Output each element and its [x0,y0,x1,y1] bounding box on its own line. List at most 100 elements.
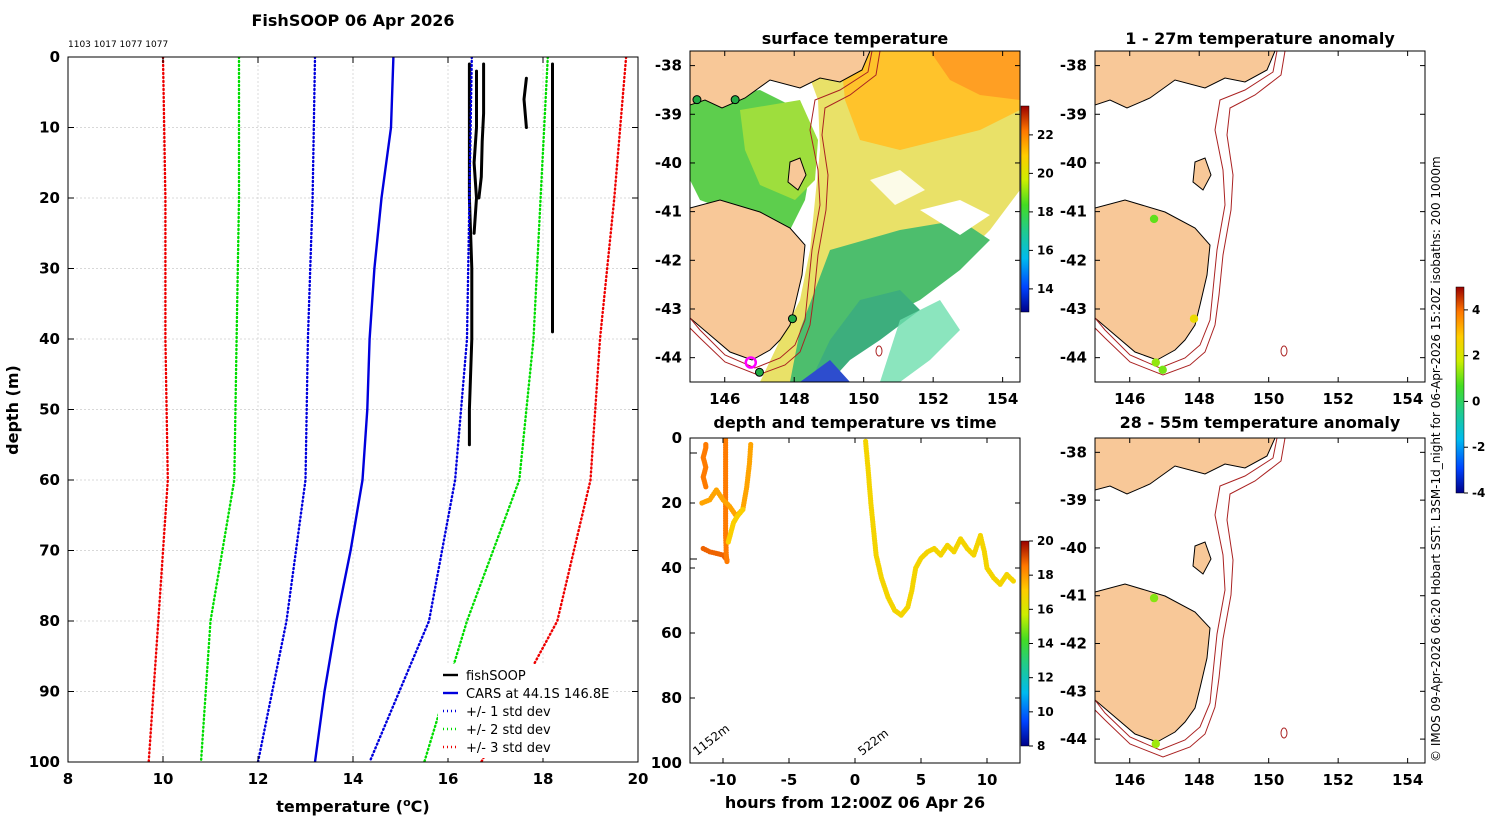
profile-annotation: 1103 1017 1077 1077 [68,40,168,50]
colorbar-tick-label: 16 [1037,243,1054,257]
profile-ticks: 8 10 12 14 16 18 20 0 10 20 30 40 50 60 70 80 90 100 [29,48,649,788]
y-tick-label: -38 [1060,57,1087,75]
profile-ylabel: depth (m) [3,365,22,455]
colorbar-tick-label: 4 [1472,303,1480,317]
x-tick-label: 10 [153,770,174,788]
colorbar-tick-label: 10 [1037,705,1054,719]
colorbar-tick-label: 18 [1037,568,1054,582]
x-tick-label: -5 [781,771,798,789]
x-tick-label: 150 [848,390,879,408]
y-tick-label: -44 [655,349,682,367]
sst-marker [692,95,702,105]
y-tick-label: 80 [661,689,682,707]
anomaly-marker [1151,358,1160,367]
series-line--1-std-dev [256,57,317,762]
y-tick-label: -41 [1060,587,1087,605]
isobaths-shallow [1095,51,1288,376]
sst-marker [787,314,797,324]
y-tick-label: -40 [1060,154,1087,172]
depth-time-title: depth and temperature vs time [713,413,996,432]
y-tick-label: 70 [39,542,60,560]
depth-time-point [1010,578,1017,584]
x-tick-label: 10 [977,771,998,789]
x-tick-label: 8 [63,770,73,788]
anomaly-map-deep: 146 148 150 152 154 -38 -39 -40 -41 -42 -43 -44 28 … [1060,413,1426,789]
y-tick-label: 20 [39,189,60,207]
y-tick-label: 50 [39,401,60,419]
isobaths-deep [1095,438,1288,758]
legend-label: fishSOOP [466,669,526,684]
profile-legend: fishSOOP CARS at 44.1S 146.8E +/- 1 std de… [438,664,613,758]
y-tick-label: -40 [1060,539,1087,557]
legend-label: +/- 1 std dev [466,705,551,720]
anomaly-colorbar-ticks: -4 -2 0 2 4 [1464,303,1485,500]
series-line--2-std-dev [199,57,241,762]
x-tick-label: -10 [709,771,736,789]
y-tick-label: -40 [655,154,682,172]
x-tick-label: 16 [438,770,459,788]
colorbar-tick-label: 16 [1037,602,1054,616]
depth-time-point [703,484,709,490]
y-tick-label: -43 [1060,682,1087,700]
y-tick-label: -44 [1060,349,1087,367]
y-tick-label: -39 [1060,491,1087,509]
x-tick-label: 154 [1392,771,1423,789]
series-line-segment [368,57,473,762]
series-line-segment [423,57,549,762]
x-tick-label: 14 [343,770,364,788]
anomaly-deep-ticks: 146 148 150 152 154 -38 -39 -40 -41 -42 -43 -44 [1060,438,1425,789]
x-tick-label: 154 [1392,390,1423,408]
sst-axes-frame [689,50,1021,383]
y-tick-label: 10 [39,119,60,137]
y-tick-label: -38 [655,57,682,75]
x-tick-label: 150 [1253,390,1284,408]
anomaly-deep-axes-frame [1094,437,1426,764]
x-tick-label: 146 [1114,390,1145,408]
x-tick-label: 148 [779,390,810,408]
depth-time-colorbar-ticks: 8 10 12 14 16 18 20 [1029,534,1054,753]
x-tick-label: 20 [628,770,649,788]
profile-chart: 8 10 12 14 16 18 20 0 10 20 30 40 50 60 70 80 90 100 Fish… [3,11,648,816]
depth-time-markers [690,452,697,560]
anomaly-shallow-ticks: 146 148 150 152 154 -38 -39 -40 -41 -42 -43 -44 [1060,51,1425,408]
depth-time-xlabel: hours from 12:00Z 06 Apr 26 [725,793,985,812]
depth-time-point [740,506,746,513]
series-line--3-std-dev [147,57,169,762]
y-tick-label: 100 [651,754,682,772]
colorbar-tick-label: -2 [1472,440,1485,454]
land-deep [1095,438,1276,743]
depth-time-series [699,438,1017,618]
y-tick-label: 90 [39,683,60,701]
sst-colorbar-ticks: 14 16 18 20 22 [1029,128,1054,296]
x-tick-label: 152 [1323,771,1354,789]
x-tick-label: 152 [1323,390,1354,408]
anomaly-shallow-title: 1 - 27m temperature anomaly [1125,29,1395,48]
sst-field [690,51,1020,382]
anomaly-marker [1151,739,1160,749]
colorbar-tick-label: 18 [1037,205,1054,219]
colorbar-tick-label: 0 [1472,394,1480,408]
y-tick-label: -42 [1060,251,1087,269]
series-line-segment [477,62,486,200]
colorbar-tick-label: 12 [1037,671,1054,685]
y-tick-label: -42 [655,251,682,269]
y-tick-label: -39 [1060,105,1087,123]
anomaly-marker [1149,214,1159,224]
series-line-segment [480,57,628,762]
legend-label: CARS at 44.1S 146.8E [466,687,609,702]
side-note: © IMOS 09-Apr-2026 06:20 Hobart SST: L3S… [1429,156,1443,762]
x-tick-label: 146 [709,390,740,408]
anomaly-deep-markers [1149,593,1160,749]
legend-label: +/- 3 std dev [466,741,551,756]
x-tick-label: 12 [248,770,269,788]
anomaly-marker [1189,314,1199,323]
anomaly-map-shallow: 146 148 150 152 154 -38 -39 -40 -41 -42 -43 -44 1 -… [1060,29,1426,408]
y-tick-label: -41 [1060,203,1087,221]
anomaly-colorbar [1455,286,1465,494]
isobaths [690,51,883,376]
x-tick-label: 0 [850,771,860,789]
anomaly-shallow-axes-frame [1094,50,1426,383]
y-tick-label: 100 [29,753,60,771]
